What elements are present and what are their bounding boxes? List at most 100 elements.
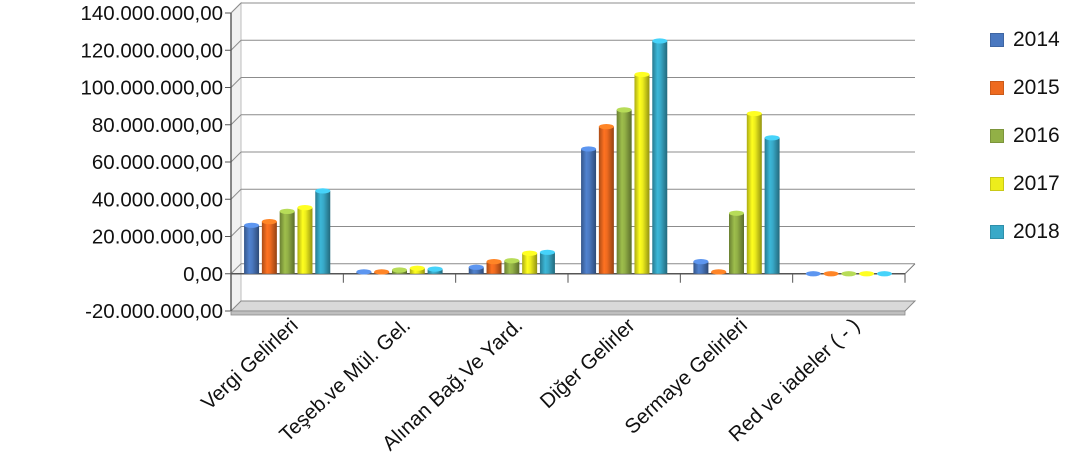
bar-cap bbox=[581, 146, 597, 152]
bar bbox=[841, 271, 857, 277]
gridline-wall bbox=[230, 188, 242, 200]
bar bbox=[859, 271, 875, 277]
y-tick-label: 20.000.000,00 bbox=[92, 226, 223, 249]
bar-cap bbox=[261, 219, 277, 225]
bar-cap bbox=[392, 267, 407, 273]
y-tick-label: 40.000.000,00 bbox=[92, 188, 223, 211]
x-tick-label: Diğer Gelirler bbox=[536, 314, 640, 413]
bar-body bbox=[764, 137, 780, 274]
legend-item-2016: 2016 bbox=[990, 112, 1080, 160]
x-tick-label: Sermaye Gelirleri bbox=[620, 314, 752, 439]
bar bbox=[711, 269, 727, 275]
y-tick-label: 140.000.000,00 bbox=[81, 2, 224, 25]
bar bbox=[746, 110, 762, 274]
y-tick-label: 0,00 bbox=[183, 263, 223, 286]
bar-cap bbox=[634, 71, 650, 78]
legend-item-2015: 2015 bbox=[990, 64, 1080, 112]
bar-cap bbox=[539, 249, 555, 255]
bar-body bbox=[261, 221, 277, 274]
bar-cap bbox=[468, 264, 484, 270]
bar-cap bbox=[841, 271, 857, 277]
bar-body bbox=[634, 74, 650, 274]
bar bbox=[729, 210, 744, 274]
y-tick-label: -20.000.000,00 bbox=[85, 300, 223, 323]
legend-swatch-2017 bbox=[990, 177, 1004, 191]
bar bbox=[297, 205, 313, 274]
bar-cap bbox=[764, 135, 780, 141]
legend-swatch-2016 bbox=[990, 129, 1004, 143]
y-tick-label: 80.000.000,00 bbox=[92, 114, 223, 137]
bar bbox=[315, 188, 331, 274]
bar-cap bbox=[823, 271, 839, 277]
bar-cap bbox=[859, 271, 875, 277]
legend-label-2016: 2016 bbox=[1013, 124, 1060, 147]
bar-body bbox=[539, 252, 555, 274]
bar bbox=[486, 259, 502, 274]
bar-cap bbox=[876, 271, 892, 277]
bar-cap bbox=[427, 266, 443, 272]
gridline-wall bbox=[230, 39, 242, 51]
bar-body bbox=[693, 261, 709, 274]
legend-swatch-2014 bbox=[990, 33, 1004, 47]
bar bbox=[634, 71, 650, 274]
bar-cap bbox=[356, 269, 372, 275]
bar bbox=[504, 258, 520, 274]
bar bbox=[374, 269, 390, 275]
bar bbox=[392, 267, 407, 274]
bar bbox=[693, 259, 709, 274]
gridline-wall bbox=[230, 2, 242, 14]
gridline-wall bbox=[230, 263, 242, 275]
bar-body bbox=[504, 260, 520, 274]
bar bbox=[652, 38, 668, 274]
bar bbox=[356, 269, 372, 275]
gridline-wall bbox=[230, 151, 242, 163]
bar-cap bbox=[616, 107, 632, 113]
bar bbox=[823, 271, 839, 277]
bar bbox=[876, 271, 892, 277]
bar bbox=[522, 250, 538, 274]
bar bbox=[805, 271, 821, 277]
bar-cap bbox=[522, 250, 538, 256]
bar-cap bbox=[297, 205, 313, 211]
bar-cap bbox=[711, 269, 727, 275]
bar-cap bbox=[244, 222, 260, 228]
bar bbox=[244, 222, 260, 274]
bar-body bbox=[468, 267, 484, 274]
chart-floor bbox=[229, 300, 917, 312]
bar-cap bbox=[598, 124, 614, 130]
x-tick-label: Vergi Gelirleri bbox=[197, 314, 303, 415]
legend-label-2017: 2017 bbox=[1013, 172, 1060, 195]
legend-swatch-2015 bbox=[990, 81, 1004, 95]
bar-cap bbox=[652, 38, 668, 44]
bar-cap bbox=[409, 265, 425, 271]
bar bbox=[616, 107, 632, 274]
bar-body bbox=[244, 225, 260, 274]
bar-body bbox=[486, 261, 502, 274]
legend-swatch-2018 bbox=[990, 225, 1004, 239]
bar-cap bbox=[315, 188, 331, 194]
bar-cap bbox=[746, 110, 762, 117]
bar bbox=[427, 266, 443, 274]
bar-body bbox=[315, 190, 331, 274]
bar-cap bbox=[279, 208, 295, 214]
bar bbox=[279, 208, 295, 274]
chart-floor-edge bbox=[230, 310, 906, 316]
bar bbox=[598, 124, 614, 274]
legend-item-2014: 2014 bbox=[990, 16, 1080, 64]
bar-cap bbox=[729, 210, 744, 216]
bar bbox=[764, 135, 780, 274]
bar-body bbox=[581, 148, 597, 274]
y-tick-label: 60.000.000,00 bbox=[92, 151, 223, 174]
legend-item-2017: 2017 bbox=[990, 160, 1080, 208]
zero-baseline-edge bbox=[904, 263, 916, 275]
gridline-wall bbox=[230, 114, 242, 126]
bar-body bbox=[409, 268, 425, 274]
bar bbox=[539, 249, 555, 274]
bar-body bbox=[279, 211, 295, 274]
bar-body bbox=[652, 40, 668, 274]
bar bbox=[581, 146, 597, 274]
bar-body bbox=[616, 109, 632, 274]
legend-label-2014: 2014 bbox=[1013, 28, 1060, 51]
gridline-wall bbox=[230, 226, 242, 237]
